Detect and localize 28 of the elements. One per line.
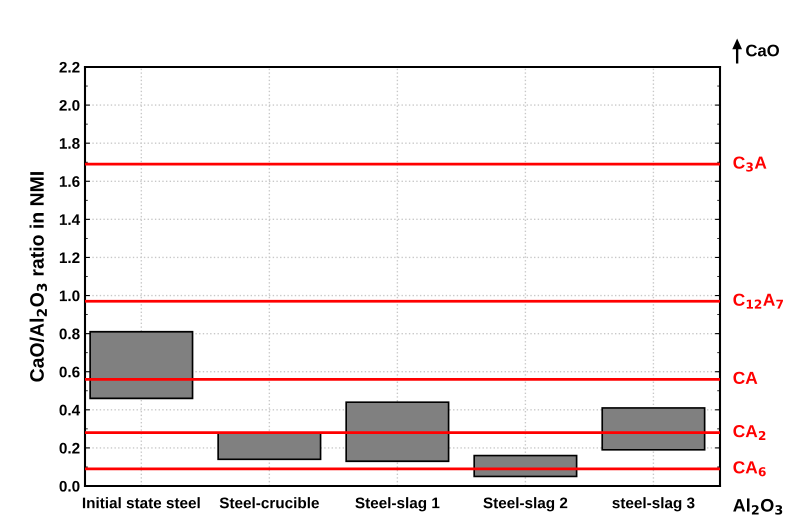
- y-tick-label: 2.2: [59, 62, 80, 73]
- text: CaO: [746, 44, 779, 56]
- ref-line-label: C$_{12}$A$_{7}$: [733, 294, 783, 309]
- text: Al$_{2}$O$_{3}$: [733, 498, 782, 515]
- y-axis-title: CaO/Al$_{2}$O$_{3}$ ratio in NMI: [30, 172, 48, 382]
- x-tick-label: Steel-crucible: [220, 497, 319, 508]
- ref-line-label: CA$_{2}$: [733, 425, 766, 440]
- y-tick-label: 2.0: [59, 100, 80, 111]
- bar: [345, 401, 450, 462]
- y-tick-label: 0.4: [60, 404, 80, 416]
- bar: [601, 407, 706, 451]
- y-tick-label: 0.2: [60, 442, 80, 454]
- bar: [89, 330, 194, 400]
- x-tick-label: steel-slag 3: [612, 497, 694, 512]
- x-tick-label: Steel-slag 2: [483, 497, 568, 512]
- y-tick-label: 0.8: [60, 328, 80, 340]
- x-tick-label: Steel-slag 1: [355, 497, 440, 512]
- ref-line-label: CA$_{6}$: [733, 461, 766, 476]
- y-tick-label: 1.2: [60, 252, 80, 263]
- y-tick-label: 0.6: [60, 366, 80, 378]
- y-tick-label: 0.0: [60, 480, 80, 492]
- ref-line-label: CA: [733, 372, 758, 384]
- y-tick-label: 1.4: [60, 214, 80, 225]
- ref-line-label: C$_{3}$A: [733, 156, 766, 172]
- y-tick-label: 1.0: [60, 290, 80, 302]
- y-tick-label: 1.6: [60, 176, 80, 187]
- x-tick-label: Initial state steel: [82, 497, 200, 508]
- y-tick-label: 1.8: [60, 138, 80, 149]
